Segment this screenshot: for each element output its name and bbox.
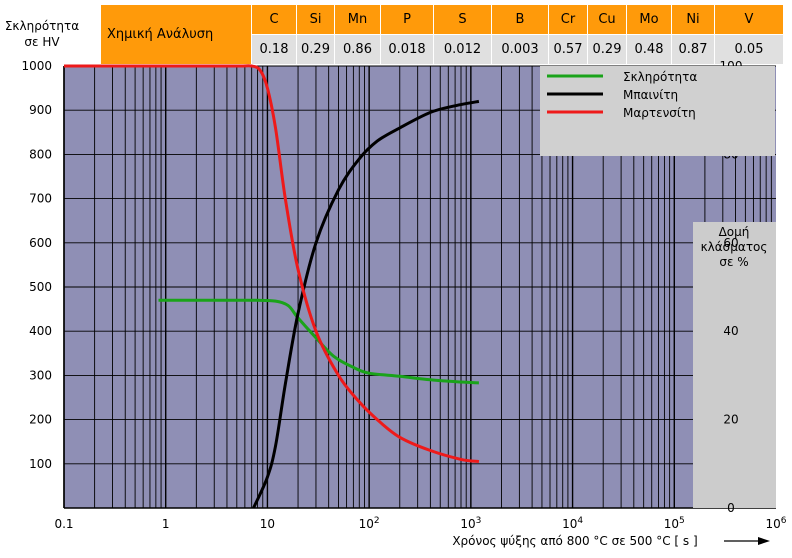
element-value: 0.05 <box>714 34 784 65</box>
element-header: V <box>714 4 784 35</box>
chemical-analysis-table: Χημική Ανάλυση C Si Mn P S B Cr Cu Mo Ni… <box>100 4 784 65</box>
x-tick-label: 0.1 <box>54 517 73 531</box>
series-line <box>64 64 480 464</box>
x-tick-label: 105 <box>664 516 685 531</box>
x-tick-exponent: 4 <box>577 516 583 526</box>
element-header: Si <box>296 4 335 35</box>
right-tick-label: 0 <box>727 501 735 515</box>
right-axis-title: κλάσματος <box>701 240 768 254</box>
x-tick-exponent: 2 <box>374 516 380 526</box>
legend-label: Μπαινίτη <box>623 88 678 102</box>
y-tick-label: 1000 <box>21 59 52 73</box>
element-value: 0.003 <box>491 34 549 65</box>
y-tick-label: 200 <box>29 413 52 427</box>
element-header: C <box>251 4 297 35</box>
x-tick-base: 10 <box>562 517 577 531</box>
right-tick-label: 60 <box>723 236 738 250</box>
y-tick-label: 400 <box>29 324 52 338</box>
y-tick-label: 100 <box>29 457 52 471</box>
element-value: 0.18 <box>251 34 297 65</box>
legend-label: Μαρτενσίτη <box>623 106 696 120</box>
element-header: Mo <box>626 4 672 35</box>
x-axis-arrow-head <box>758 537 770 545</box>
element-value: 0.29 <box>296 34 335 65</box>
hv-axis-title-line1: Σκληρότητα <box>4 19 80 33</box>
element-header: S <box>433 4 492 35</box>
y-tick-label: 900 <box>29 103 52 117</box>
right-tick-label: 40 <box>723 324 738 338</box>
x-tick-exponent: 6 <box>781 516 787 526</box>
hv-axis-title-line2: σε HV <box>24 35 60 49</box>
x-tick-base: 10 <box>664 517 679 531</box>
element-value: 0.29 <box>587 34 627 65</box>
right-axis-title: σε % <box>719 255 748 269</box>
x-tick-label: 102 <box>359 516 380 531</box>
element-value: 0.86 <box>334 34 381 65</box>
x-tick-label: 103 <box>460 516 481 531</box>
y-tick-label: 300 <box>29 368 52 382</box>
element-value: 0.57 <box>548 34 588 65</box>
y-tick-label: 700 <box>29 192 52 206</box>
right-tick-label: 20 <box>723 413 738 427</box>
x-axis-title: Χρόνος ψύξης από 800 °C σε 500 °C [ s ] <box>452 534 697 548</box>
y-tick-label: 800 <box>29 147 52 161</box>
y-tick-label: 600 <box>29 236 52 250</box>
element-value: 0.87 <box>671 34 715 65</box>
x-tick-label: 1 <box>162 517 170 531</box>
x-tick-exponent: 5 <box>679 516 685 526</box>
hv-axis-title: Σκληρότητα σε HV <box>0 18 84 50</box>
element-header: B <box>491 4 549 35</box>
element-value: 0.012 <box>433 34 492 65</box>
legend-label: Σκληρότητα <box>623 70 697 84</box>
element-header: P <box>380 4 434 35</box>
y-tick-label: 500 <box>29 280 52 294</box>
series-line <box>158 298 479 385</box>
element-value: 0.48 <box>626 34 672 65</box>
x-tick-label: 106 <box>765 516 786 531</box>
x-tick-base: 10 <box>765 517 780 531</box>
element-header: Mn <box>334 4 381 35</box>
x-tick-base: 10 <box>359 517 374 531</box>
x-tick-base: 10 <box>460 517 475 531</box>
x-tick-exponent: 3 <box>476 516 482 526</box>
x-tick-label: 104 <box>562 516 583 531</box>
right-axis-panel <box>693 222 776 508</box>
element-header: Ni <box>671 4 715 35</box>
element-header: Cr <box>548 4 588 35</box>
right-axis-title: Δομή <box>719 225 750 239</box>
series-line <box>252 99 480 509</box>
x-tick-label: 10 <box>260 517 275 531</box>
chemical-analysis-label: Χημική Ανάλυση <box>100 4 252 65</box>
